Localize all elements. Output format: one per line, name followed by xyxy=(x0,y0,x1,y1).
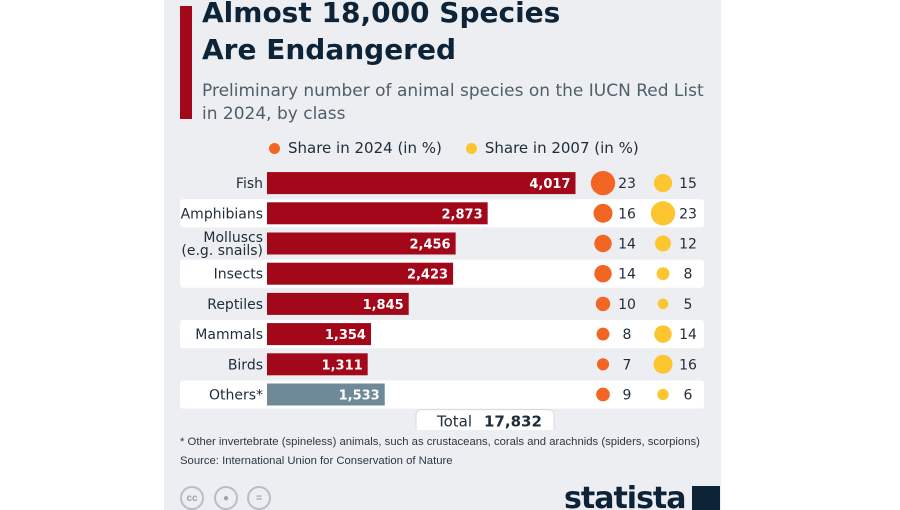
category-label: Amphibians xyxy=(181,206,263,222)
legend-dot-2007 xyxy=(465,142,477,154)
share-2024-label: 16 xyxy=(618,206,636,222)
brand-mark-icon xyxy=(691,486,720,510)
bar xyxy=(267,353,368,376)
no-derivatives-icon: = xyxy=(247,486,271,510)
bar-value-label: 2,456 xyxy=(409,238,450,253)
share-2024-dot xyxy=(594,264,612,283)
bar-value-label: 4,017 xyxy=(529,177,570,192)
total-label: Total xyxy=(436,413,472,430)
share-2024-label: 10 xyxy=(618,297,636,313)
share-2007-dot xyxy=(655,235,671,252)
title-accent-bar xyxy=(180,6,192,119)
category-label: Birds xyxy=(228,357,263,373)
total-box xyxy=(415,409,555,430)
attribution-icon: ● xyxy=(214,486,238,510)
total-value: 17,832 xyxy=(484,413,542,430)
share-2024-dot xyxy=(596,358,610,371)
legend-item-2007: Share in 2007 (in %) xyxy=(465,139,639,157)
bar xyxy=(267,383,385,406)
share-2007-label: 14 xyxy=(679,327,697,343)
chart-subtitle: Preliminary number of animal species on … xyxy=(202,81,704,124)
share-2024-label: 23 xyxy=(618,176,636,192)
legend-item-2024: Share in 2024 (in %) xyxy=(269,139,442,157)
bar-value-label: 2,873 xyxy=(442,207,483,222)
bar-value-label: 1,533 xyxy=(339,389,380,404)
share-2007-dot xyxy=(657,388,669,401)
bar xyxy=(267,232,456,255)
category-label: (e.g. snails) xyxy=(181,243,263,259)
category-label: Mammals xyxy=(195,327,263,343)
share-2024-dot xyxy=(594,234,612,253)
share-2007-label: 8 xyxy=(684,267,693,283)
bar xyxy=(267,172,576,195)
category-label: Reptiles xyxy=(207,297,263,313)
share-2024-dot xyxy=(596,327,610,341)
brand-wordmark: statista xyxy=(564,480,687,510)
bar xyxy=(267,202,488,225)
share-2007-dot xyxy=(654,325,672,343)
share-2007-label: 12 xyxy=(679,237,697,253)
bar xyxy=(267,262,454,285)
category-label: Others* xyxy=(209,388,263,404)
legend: Share in 2024 (in %) Share in 2007 (in %… xyxy=(269,138,663,158)
share-2007-dot xyxy=(656,267,670,281)
category-label: Insects xyxy=(214,267,263,283)
share-2024-label: 14 xyxy=(618,237,636,253)
share-2007-dot xyxy=(653,354,673,374)
chart-title: Almost 18,000 Species Are Endangered xyxy=(202,0,561,66)
category-label: Molluscs xyxy=(203,230,263,246)
legend-label-2007: Share in 2007 (in %) xyxy=(484,139,639,157)
share-2007-dot xyxy=(650,201,676,226)
bar-value-label: 1,311 xyxy=(322,358,363,373)
share-2024-label: 9 xyxy=(623,388,632,404)
share-2024-dot xyxy=(590,170,616,196)
share-2007-label: 5 xyxy=(684,297,693,313)
share-2024-dot xyxy=(596,387,610,402)
bar xyxy=(267,323,371,346)
bar-chart: Fish 4,017 23 15 Amphibians 2,873 16 23 Molluscs… xyxy=(180,170,704,430)
share-2007-label: 23 xyxy=(679,206,697,222)
share-2007-label: 16 xyxy=(679,357,697,373)
share-2024-label: 8 xyxy=(623,327,632,343)
creative-commons-icon: cc xyxy=(180,486,204,510)
share-2024-label: 14 xyxy=(618,267,636,283)
bar-value-label: 1,845 xyxy=(363,298,404,313)
share-2007-label: 6 xyxy=(684,388,693,404)
legend-dot-2024 xyxy=(269,142,280,154)
source-note: Source: International Union for Conserva… xyxy=(180,455,453,467)
share-2007-dot xyxy=(653,174,673,193)
legend-label-2024: Share in 2024 (in %) xyxy=(288,139,442,157)
share-2024-dot xyxy=(593,203,613,223)
share-2024-dot xyxy=(595,296,611,312)
statista-logo: statista xyxy=(564,478,720,510)
infographic-panel: Almost 18,000 Species Are Endangered Pre… xyxy=(164,0,721,510)
bar-value-label: 2,423 xyxy=(407,268,448,283)
bar-value-label: 1,354 xyxy=(325,328,366,343)
bar xyxy=(267,292,409,315)
footnote: * Other invertebrate (spineless) animals… xyxy=(180,436,700,448)
share-2007-label: 15 xyxy=(679,176,697,192)
share-2007-dot xyxy=(657,298,669,310)
category-label: Fish xyxy=(236,176,263,192)
share-2024-label: 7 xyxy=(623,357,632,373)
